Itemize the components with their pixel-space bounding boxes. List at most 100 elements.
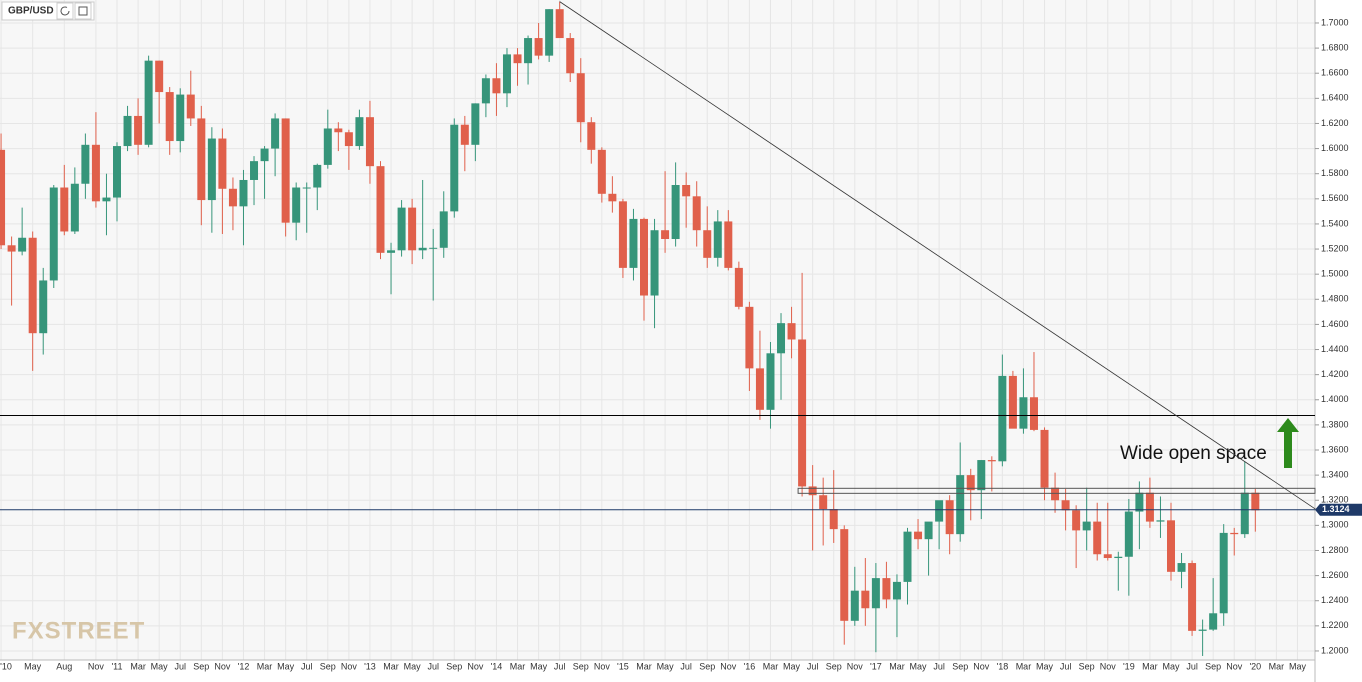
x-tick-label: May (151, 661, 169, 671)
candle-body (60, 187, 69, 232)
candle-body (1124, 511, 1133, 557)
refresh-icon (60, 6, 70, 16)
candle-body (998, 375, 1007, 462)
candle-body (7, 245, 16, 252)
y-tick-label: 1.2400 (1321, 595, 1349, 605)
x-tick-label: Mar (636, 661, 652, 671)
candle-body (1135, 492, 1144, 512)
y-tick-label: 1.5600 (1321, 193, 1349, 203)
candle-body (1008, 375, 1017, 429)
x-tick-label: Nov (214, 661, 231, 671)
y-tick-label: 1.3600 (1321, 444, 1349, 454)
x-tick-label: May (657, 661, 675, 671)
candle-body (239, 179, 248, 207)
candle-body (703, 230, 712, 258)
y-tick-label: 1.4800 (1321, 294, 1349, 304)
candle-body (829, 509, 838, 530)
candle-body (218, 138, 227, 189)
candle-body (892, 581, 901, 600)
candle-body (334, 128, 343, 133)
candle-body (1019, 397, 1028, 429)
candle-body (450, 124, 459, 212)
x-tick-label: Sep (446, 661, 462, 671)
chart-icon (78, 6, 88, 16)
candle-body (1167, 520, 1175, 572)
y-tick-label: 1.2000 (1321, 645, 1349, 655)
y-tick-label: 1.5000 (1321, 269, 1349, 279)
candle-body (49, 187, 58, 281)
x-tick-label: May (783, 661, 801, 671)
candle-body (914, 531, 923, 540)
x-tick-label: '10 (0, 661, 12, 671)
candle-body (650, 230, 659, 296)
candle-body (576, 73, 585, 123)
candle-body (502, 54, 511, 94)
candle-body (134, 115, 143, 145)
candle-body (513, 54, 522, 64)
x-tick-label: May (1289, 661, 1307, 671)
candle-body (123, 115, 132, 147)
x-tick-label: May (1036, 661, 1054, 671)
candle-body (1188, 563, 1197, 631)
candle-body (429, 247, 438, 249)
candle-body (1219, 532, 1228, 614)
candle-body (1177, 563, 1186, 572)
candle-body (587, 122, 596, 150)
candle-body (882, 578, 891, 600)
symbol: GBP/USD (8, 6, 54, 17)
y-tick-label: 1.4200 (1321, 369, 1349, 379)
chart-button[interactable] (74, 2, 92, 20)
y-tick-label: 1.6800 (1321, 42, 1349, 52)
candle-body (144, 60, 153, 145)
candle-body (692, 196, 701, 231)
watermark: FXSTREET (12, 617, 145, 644)
candle-body (1093, 521, 1102, 555)
candle-body (608, 193, 617, 202)
candle-body (545, 9, 554, 56)
x-tick-label: Jul (427, 661, 439, 671)
candle-body (618, 201, 627, 268)
x-tick-label: Sep (193, 661, 209, 671)
candle-body (460, 124, 469, 145)
y-tick-label: 1.5400 (1321, 218, 1349, 228)
x-tick-label: '12 (238, 661, 250, 671)
x-tick-label: Sep (320, 661, 336, 671)
x-tick-label: '14 (491, 661, 503, 671)
candle-body (70, 183, 79, 232)
x-tick-label: Jul (1186, 661, 1198, 671)
candle-body (566, 38, 575, 74)
x-tick-label: '17 (870, 661, 882, 671)
x-tick-label: '11 (111, 661, 122, 671)
candle-body (777, 323, 786, 354)
x-tick-label: Aug (56, 661, 72, 671)
x-tick-label: Mar (1269, 661, 1285, 671)
candle-body (1082, 521, 1091, 531)
candle-body (766, 353, 775, 410)
candle-body (39, 280, 48, 334)
candle-body (397, 207, 406, 251)
candle-body (91, 144, 100, 202)
x-tick-label: Mar (383, 661, 399, 671)
candle-body (481, 78, 490, 104)
candle-body (713, 221, 722, 258)
y-tick-label: 1.3200 (1321, 495, 1349, 505)
candle-body (365, 117, 374, 167)
candle-body (1029, 397, 1038, 430)
y-tick-label: 1.6200 (1321, 118, 1349, 128)
refresh-button[interactable] (56, 2, 74, 20)
candle-body (1114, 556, 1123, 559)
x-tick-label: '15 (617, 661, 629, 671)
candle-body (861, 590, 870, 609)
candle-body (524, 38, 533, 64)
candle-body (1051, 487, 1060, 501)
candle-body (18, 237, 27, 252)
x-tick-label: Nov (88, 661, 105, 671)
x-tick-label: Jul (554, 661, 566, 671)
candle-body (724, 221, 733, 268)
x-tick-label: May (24, 661, 42, 671)
candle-body (197, 118, 206, 201)
candle-body (376, 166, 385, 253)
candle-body (1230, 532, 1239, 535)
x-tick-label: Nov (594, 661, 611, 671)
